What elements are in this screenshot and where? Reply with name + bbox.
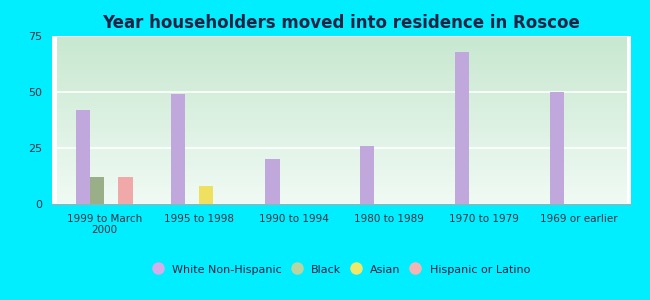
Bar [360,146,374,204]
Bar [550,92,564,204]
Bar [265,159,280,204]
Title: Year householders moved into residence in Roscoe: Year householders moved into residence i… [102,14,580,32]
Bar [170,94,185,204]
Bar [118,177,133,204]
Legend: White Non-Hispanic, Black, Asian, Hispanic or Latino: White Non-Hispanic, Black, Asian, Hispan… [148,260,534,279]
Bar [455,52,469,204]
Bar [90,177,104,204]
Bar [199,186,213,204]
Bar [75,110,90,204]
